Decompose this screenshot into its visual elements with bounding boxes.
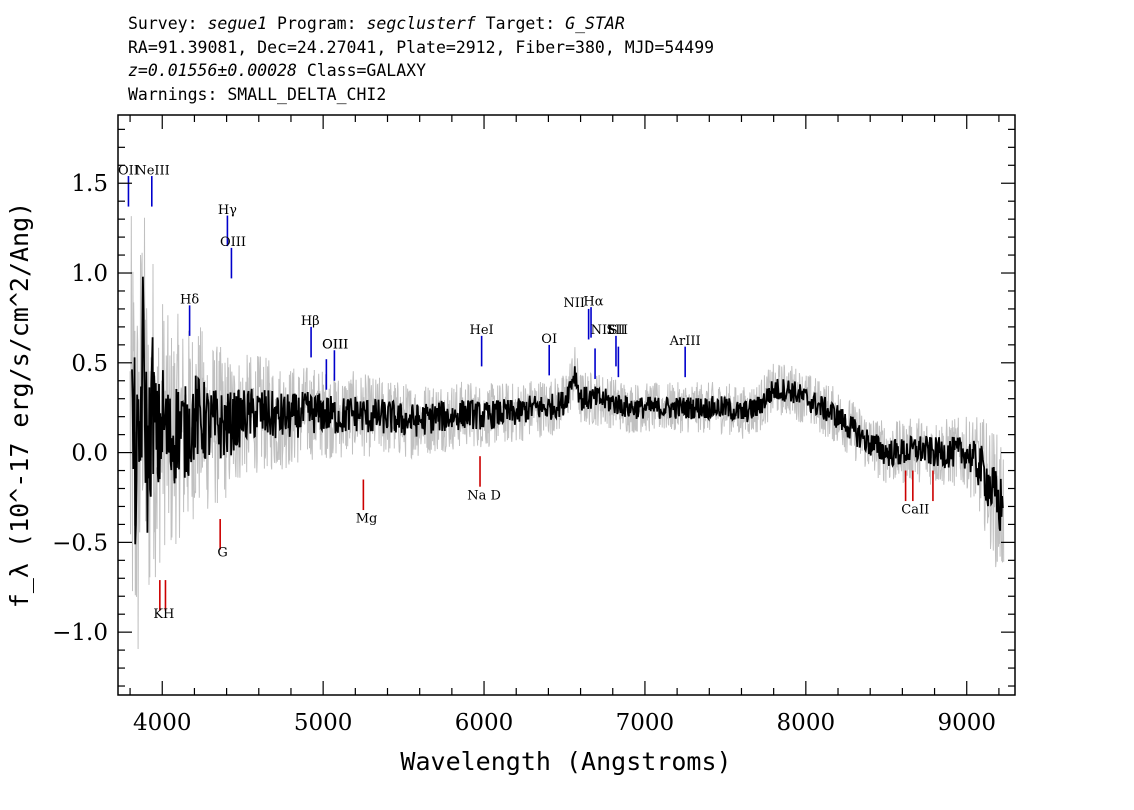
emission-line-label: NeIII [135, 163, 169, 178]
header-line-3: z=0.01556±0.00028 Class=GALAXY [128, 59, 714, 83]
emission-line-label: SII [606, 323, 625, 338]
absorption-line-label: Mg [356, 512, 378, 527]
target-label: Target: [485, 14, 556, 33]
y-tick-label: 1.0 [71, 261, 108, 287]
survey-label: Survey: [128, 14, 198, 33]
header-line-1: Survey: segue1 Program: segclusterf Targ… [128, 12, 714, 36]
x-tick-label: 5000 [294, 710, 353, 736]
program-label: Program: [277, 14, 357, 33]
emission-line-label: OIII [322, 337, 348, 352]
flux-series [131, 276, 1004, 545]
emission-line-label: OI [541, 332, 557, 347]
emission-line-label: NII [563, 296, 585, 311]
y-axis-title: f_λ (10^-17 erg/s/cm^2/Ang) [5, 202, 34, 608]
error-band [129, 216, 1005, 650]
absorption-line-label: G [217, 546, 227, 561]
emission-line-label: OIII [220, 235, 246, 250]
x-tick-label: 4000 [133, 710, 192, 736]
absorption-line-label: KH [153, 607, 174, 622]
emission-line-label: OIII [322, 337, 348, 352]
emission-line-label: HeI [470, 323, 494, 338]
x-tick-label: 8000 [777, 710, 836, 736]
survey-value: segue1 [207, 14, 268, 33]
spectral-line-markers: OIINeIIIHγOIIIHδHβOIIIOIIIHeIOINIIHαNIIS… [118, 163, 934, 622]
flux-trace [131, 276, 1004, 545]
absorption-line-label: CaII [901, 503, 929, 518]
emission-line-label: NII [591, 323, 613, 338]
x-axis-title: Wavelength (Angstroms) [400, 747, 731, 776]
y-tick-label: 0.0 [71, 441, 108, 467]
y-tick-label: 0.5 [71, 351, 108, 377]
redshift-value: z=0.01556±0.00028 [128, 61, 297, 80]
emission-line-label: SII [609, 323, 628, 338]
emission-line-label: OII [118, 163, 139, 178]
y-tick-label: −0.5 [52, 530, 108, 556]
header-line-2: RA=91.39081, Dec=24.27041, Plate=2912, F… [128, 37, 715, 57]
header-line-4: Warnings: SMALL_DELTA_CHI2 [128, 84, 387, 104]
emission-line-label: Hγ [218, 203, 237, 218]
y-tick-label: −1.0 [52, 620, 108, 646]
emission-line-label: ArIII [669, 334, 701, 349]
target-value: G_STAR [565, 14, 625, 33]
class-value: Class=GALAXY [306, 61, 427, 80]
x-tick-label: 6000 [455, 710, 514, 736]
y-tick-label: 1.5 [71, 171, 108, 197]
x-tick-label: 9000 [937, 710, 996, 736]
program-value: segclusterf [366, 14, 476, 33]
emission-line-label: Hα [583, 294, 603, 309]
error-band-trace [129, 216, 1005, 650]
plot-frame [117, 114, 1016, 696]
axis-ticks: 4000 5000 6000 7000 8000 9000 −1.0 −0.5 0.0 0.5 1.… [52, 115, 1015, 736]
spectrum-header: Survey: segue1 Program: segclusterf Targ… [128, 12, 714, 106]
emission-line-label: Hβ [301, 314, 320, 329]
x-tick-label: 7000 [616, 710, 675, 736]
emission-line-label: Hδ [180, 293, 199, 308]
absorption-line-label: Na D [467, 488, 501, 503]
